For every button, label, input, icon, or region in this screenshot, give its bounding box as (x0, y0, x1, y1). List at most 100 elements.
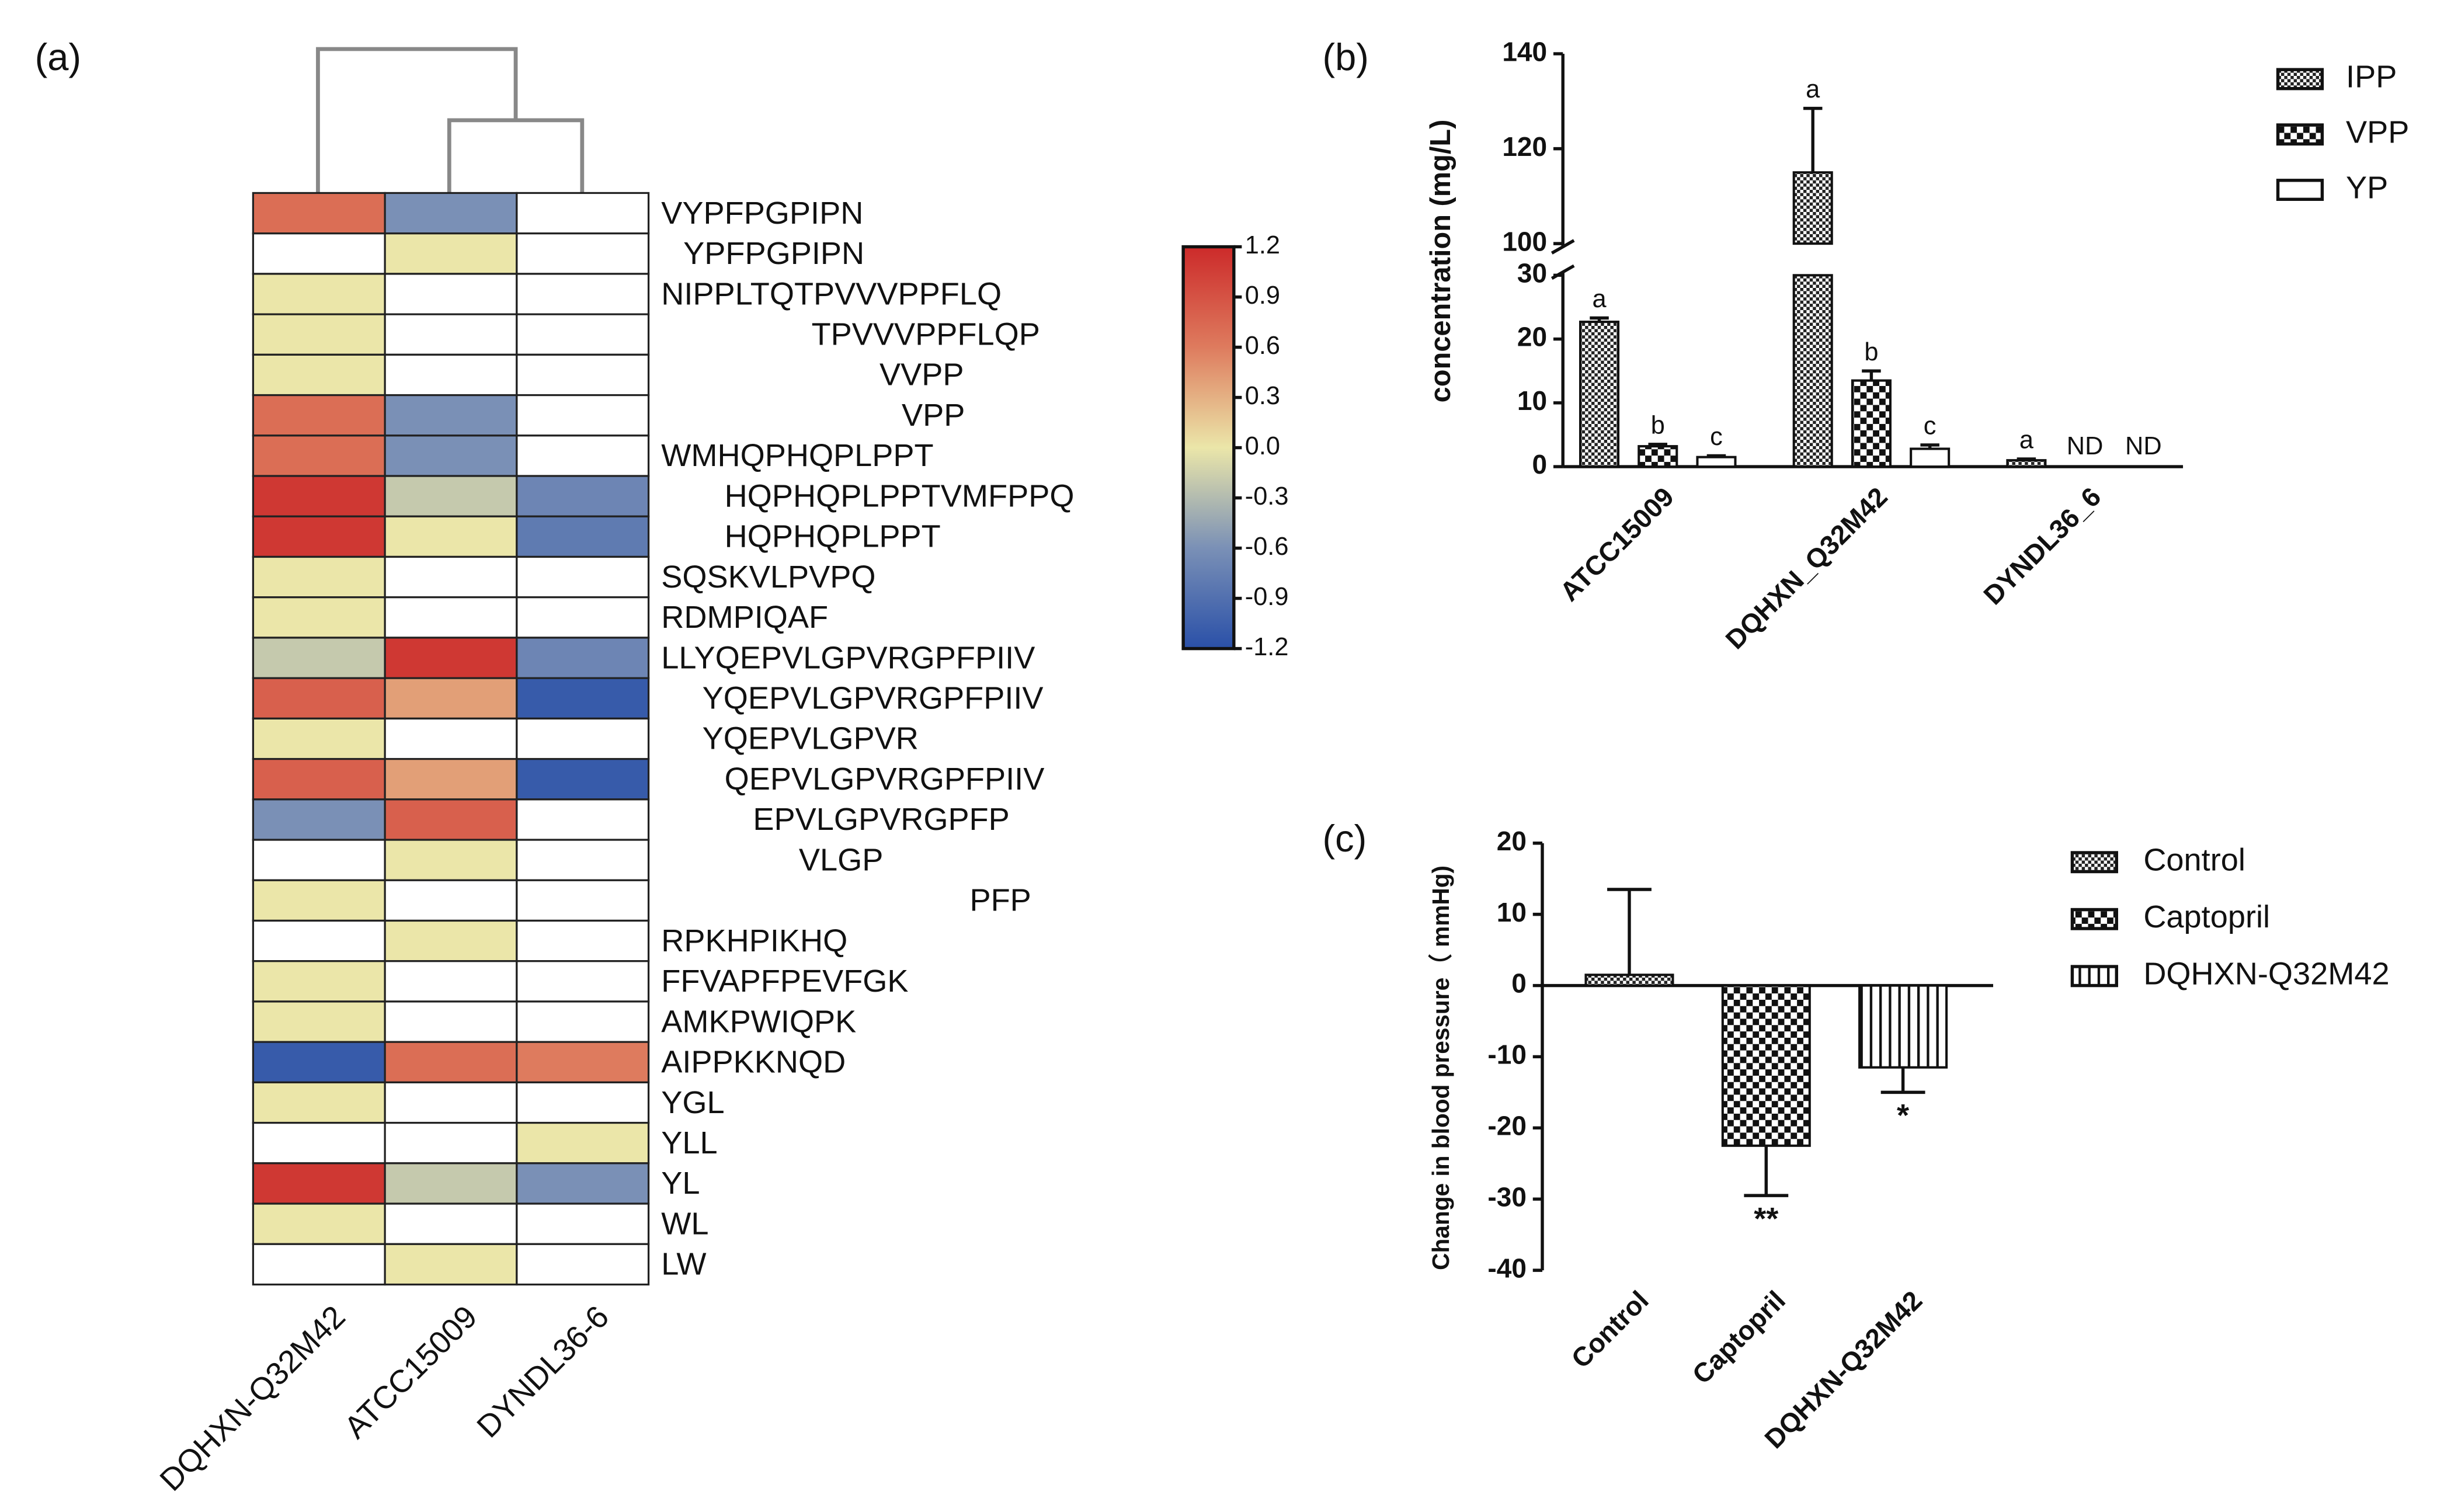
significance-label: b (1651, 411, 1665, 439)
significance-label: b (1864, 338, 1878, 366)
heat-cell (384, 192, 518, 235)
dendrogram (316, 47, 585, 193)
bar (1696, 456, 1737, 468)
empty-cell (384, 555, 518, 599)
bar (1721, 984, 1811, 1147)
heat-cell (252, 353, 386, 397)
bar (1638, 445, 1678, 468)
heat-cell (516, 1041, 650, 1083)
colorbar-tick-label: -0.9 (1245, 583, 1289, 611)
empty-cell (252, 919, 386, 962)
heat-cell (384, 677, 518, 719)
row-label: AIPPKKNQD (661, 1045, 846, 1080)
row-label: YQEPVLGPVRGPFPIIV (703, 681, 1044, 716)
colorbar-tick-label: -0.3 (1245, 482, 1289, 510)
row-label: RDMPIQAF (661, 600, 828, 635)
y-tick-label: 20 (1497, 826, 1527, 856)
heat-cell (252, 475, 386, 517)
empty-cell (516, 353, 650, 397)
significance-label: c (1924, 412, 1937, 440)
column-label: DQHXN-Q32M42 (153, 1299, 352, 1497)
bar (1910, 447, 1951, 468)
significance-label: a (1806, 75, 1820, 103)
empty-cell (252, 232, 386, 275)
error-bar (1648, 443, 1668, 447)
row-label: YL (661, 1166, 700, 1201)
empty-cell (384, 313, 518, 356)
empty-cell (252, 839, 386, 881)
heat-cell (384, 798, 518, 841)
empty-cell (252, 1121, 386, 1165)
bar (1858, 984, 1948, 1069)
y-tick-label: 10 (1517, 385, 1547, 416)
y-tick-label: 120 (1502, 131, 1547, 162)
axis-break (1550, 239, 1575, 280)
significance-label: ND (2067, 432, 2104, 460)
y-tick-label: -30 (1487, 1181, 1527, 1212)
heat-cell (252, 394, 386, 437)
colorbar-tick-label: -0.6 (1245, 533, 1289, 561)
empty-cell (516, 394, 650, 437)
heat-cell (252, 1000, 386, 1043)
heat-cell (516, 637, 650, 679)
heat-cell (384, 1162, 518, 1205)
error-bar (1607, 888, 1652, 975)
heat-cell (384, 757, 518, 801)
heat-cell (252, 273, 386, 315)
colorbar-tick-label: -1.2 (1245, 633, 1289, 661)
bar (1579, 321, 1620, 468)
significance-label: ** (1754, 1201, 1779, 1236)
y-tick-label: 100 (1502, 226, 1547, 256)
heat-cell (384, 839, 518, 881)
legend-swatch (2070, 965, 2118, 988)
heat-cell (252, 555, 386, 599)
heat-cell (252, 717, 386, 760)
legend-swatch (2276, 179, 2324, 201)
empty-cell (516, 717, 650, 760)
empty-cell (516, 232, 650, 275)
error-bar (1920, 443, 1939, 449)
significance-label: ND (2125, 432, 2162, 460)
panel-label: (a) (35, 36, 81, 78)
row-label: LLYQEPVLGPVRGPFPIIV (661, 640, 1035, 675)
empty-cell (384, 353, 518, 397)
bar (1792, 274, 1833, 468)
row-label: WMHQPHQPLPPT (661, 438, 933, 473)
empty-cell (252, 1243, 386, 1286)
x-tick-label: ATCC15009 (1554, 481, 1680, 607)
colorbar-tick-label: 0.6 (1245, 332, 1280, 360)
heat-cell (384, 475, 518, 517)
colorbar (1181, 245, 1236, 651)
legend-label: Control (2143, 843, 2245, 878)
legend-label: YP (2346, 170, 2388, 205)
significance-label: a (2019, 426, 2034, 454)
heat-cell (252, 677, 386, 719)
empty-cell (384, 717, 518, 760)
legend-label: IPP (2346, 60, 2397, 95)
error-bar (1803, 106, 1823, 173)
row-label: QEPVLGPVRGPFPIIV (725, 762, 1045, 797)
heat-cell (516, 475, 650, 517)
bar (1584, 974, 1674, 987)
empty-cell (516, 1000, 650, 1043)
error-bar (1880, 1067, 1925, 1094)
row-label: VVPP (879, 357, 964, 392)
legend-label: Captopril (2143, 899, 2270, 934)
legend-label: VPP (2346, 115, 2409, 150)
empty-cell (384, 1081, 518, 1124)
empty-cell (516, 1243, 650, 1286)
empty-cell (516, 919, 650, 962)
significance-label: a (1592, 285, 1607, 313)
error-bar (1590, 316, 1609, 322)
y-tick-label: 0 (1532, 449, 1548, 479)
row-label: AMKPWIQPK (661, 1004, 856, 1039)
y-tick-label: 20 (1517, 322, 1547, 352)
empty-cell (516, 192, 650, 235)
empty-cell (516, 839, 650, 881)
heat-cell (252, 435, 386, 477)
heat-cell (252, 960, 386, 1003)
panel-label: (b) (1323, 36, 1369, 78)
heat-cell (384, 637, 518, 679)
row-label: YGL (661, 1085, 724, 1120)
